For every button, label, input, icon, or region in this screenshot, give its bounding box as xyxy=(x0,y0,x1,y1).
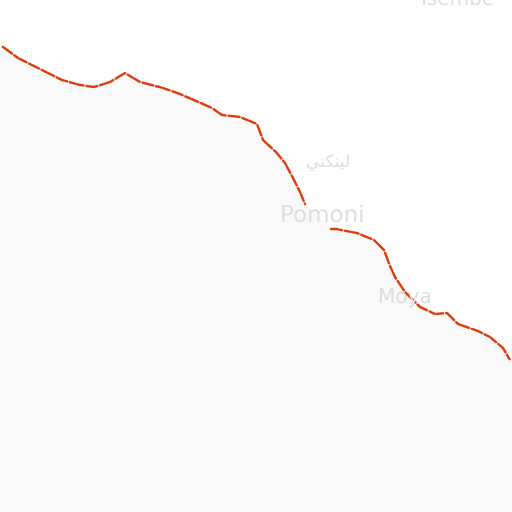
coastline-boundary xyxy=(1,45,512,362)
land-area xyxy=(0,47,512,512)
